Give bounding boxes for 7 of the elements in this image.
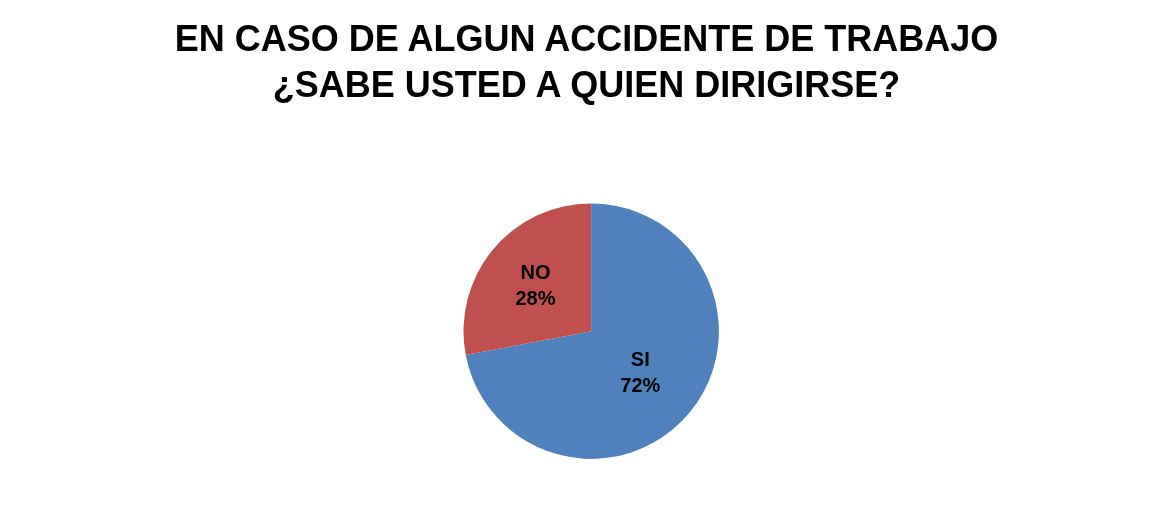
slice-label: SI	[630, 347, 650, 370]
data-label: 72%	[620, 373, 661, 396]
chart-title: EN CASO DE ALGUN ACCIDENTE DE TRABAJO ¿SABE USTED A QUIEN DIRIGIRSE?	[174, 17, 999, 106]
pie-slice	[463, 203, 592, 356]
pie-slice	[465, 203, 719, 459]
data-label: 28%	[515, 287, 556, 310]
slice-label: NO	[520, 261, 551, 284]
